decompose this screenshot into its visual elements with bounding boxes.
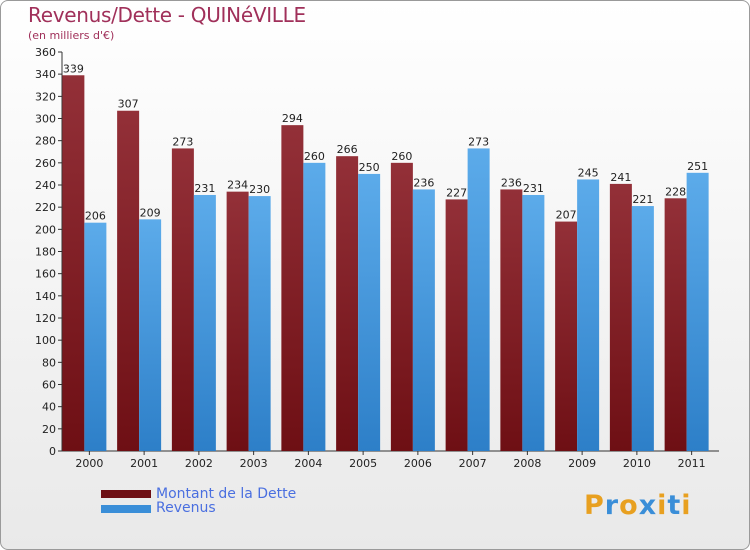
data-label: 294 <box>282 112 303 125</box>
y-tick-label: 280 <box>35 135 56 148</box>
data-label: 250 <box>359 161 380 174</box>
data-label: 227 <box>446 186 467 199</box>
x-tick-label: 2008 <box>513 457 541 470</box>
y-tick-label: 100 <box>35 334 56 347</box>
y-tick-label: 320 <box>35 90 56 103</box>
bar-dette <box>336 156 359 451</box>
y-tick-label: 200 <box>35 223 56 236</box>
data-label: 307 <box>118 98 139 111</box>
data-label: 260 <box>304 150 325 163</box>
bar-revenus <box>631 206 654 451</box>
bar-revenus <box>139 219 162 451</box>
x-tick-label: 2010 <box>623 457 651 470</box>
y-tick-label: 80 <box>42 356 56 369</box>
x-tick-label: 2007 <box>459 457 487 470</box>
y-tick-label: 240 <box>35 179 56 192</box>
data-label: 236 <box>501 176 522 189</box>
data-label: 231 <box>523 182 544 195</box>
bar-dette <box>555 221 578 451</box>
y-tick-label: 260 <box>35 157 56 170</box>
data-label: 230 <box>249 183 270 196</box>
logo-letter: o <box>619 490 639 521</box>
bar-revenus <box>467 148 490 452</box>
data-label: 339 <box>63 62 84 75</box>
bar-revenus <box>412 189 435 451</box>
logo-letter: i <box>681 490 692 521</box>
data-label: 266 <box>337 143 358 156</box>
y-tick-label: 300 <box>35 113 56 126</box>
legend-label-dette: Montant de la Dette <box>156 486 297 502</box>
bar-dette <box>62 75 85 452</box>
bar-dette <box>390 162 413 452</box>
logo-letter: i <box>657 490 668 521</box>
logo-letter: x <box>638 490 658 521</box>
x-tick-label: 2005 <box>349 457 377 470</box>
y-tick-label: 120 <box>35 312 56 325</box>
y-tick-label: 140 <box>35 290 56 303</box>
bar-dette <box>609 183 632 451</box>
y-tick-label: 360 <box>35 46 56 59</box>
chart-subtitle: (en milliers d'€) <box>28 29 115 42</box>
bar-dette <box>117 110 140 451</box>
bar-revenus <box>84 222 107 451</box>
data-label: 260 <box>391 150 412 163</box>
x-tick-label: 2006 <box>404 457 432 470</box>
y-tick-label: 180 <box>35 246 56 259</box>
data-label: 206 <box>85 210 106 223</box>
bar-revenus <box>522 194 545 451</box>
proxiti-logo: Proxiti <box>584 490 692 521</box>
data-label: 245 <box>578 166 599 179</box>
y-tick-label: 40 <box>42 401 56 414</box>
legend-swatch-revenus <box>101 505 151 513</box>
data-label: 228 <box>665 185 686 198</box>
legend-swatch-dette <box>101 490 151 498</box>
bar-revenus <box>358 173 381 451</box>
x-tick-label: 2011 <box>678 457 706 470</box>
data-label: 273 <box>468 135 489 148</box>
bar-dette <box>281 125 304 452</box>
logo-letter: P <box>584 490 605 521</box>
bar-dette <box>500 189 523 451</box>
bar-revenus <box>303 162 326 452</box>
y-tick-label: 340 <box>35 68 56 81</box>
data-label: 234 <box>227 179 248 192</box>
data-label: 241 <box>610 171 631 184</box>
chart-title: Revenus/Dette - QUINéVILLE <box>28 3 306 27</box>
data-label: 207 <box>556 209 577 222</box>
data-label: 236 <box>413 176 434 189</box>
y-tick-label: 20 <box>42 423 56 436</box>
bar-dette <box>226 191 249 451</box>
bar-dette <box>664 198 687 451</box>
x-tick-label: 2002 <box>185 457 213 470</box>
x-tick-label: 2000 <box>75 457 103 470</box>
bar-dette <box>445 199 468 451</box>
bar-revenus <box>193 194 216 451</box>
y-tick-label: 0 <box>49 445 56 458</box>
y-tick-label: 220 <box>35 201 56 214</box>
axis-layer: 0 20 40 60 80 100 120 140 160 180 200 220 240 260 280 3… <box>35 46 719 470</box>
x-tick-label: 2009 <box>568 457 596 470</box>
legend-label-revenus: Revenus <box>156 500 216 516</box>
bar-dette <box>171 148 194 452</box>
data-label: 273 <box>172 135 193 148</box>
logo-letter: r <box>604 490 620 521</box>
x-tick-label: 2004 <box>294 457 322 470</box>
bar-revenus <box>248 196 271 451</box>
logo-letter: t <box>667 490 682 521</box>
data-label: 231 <box>194 182 215 195</box>
y-tick-label: 60 <box>42 379 56 392</box>
y-tick-label: 160 <box>35 268 56 281</box>
data-label: 251 <box>687 160 708 173</box>
x-tick-label: 2003 <box>240 457 268 470</box>
bar-revenus <box>686 172 709 451</box>
x-tick-label: 2001 <box>130 457 158 470</box>
data-label: 209 <box>140 206 161 219</box>
data-label: 221 <box>632 193 653 206</box>
bar-revenus <box>577 179 600 452</box>
bars-layer <box>62 75 709 452</box>
